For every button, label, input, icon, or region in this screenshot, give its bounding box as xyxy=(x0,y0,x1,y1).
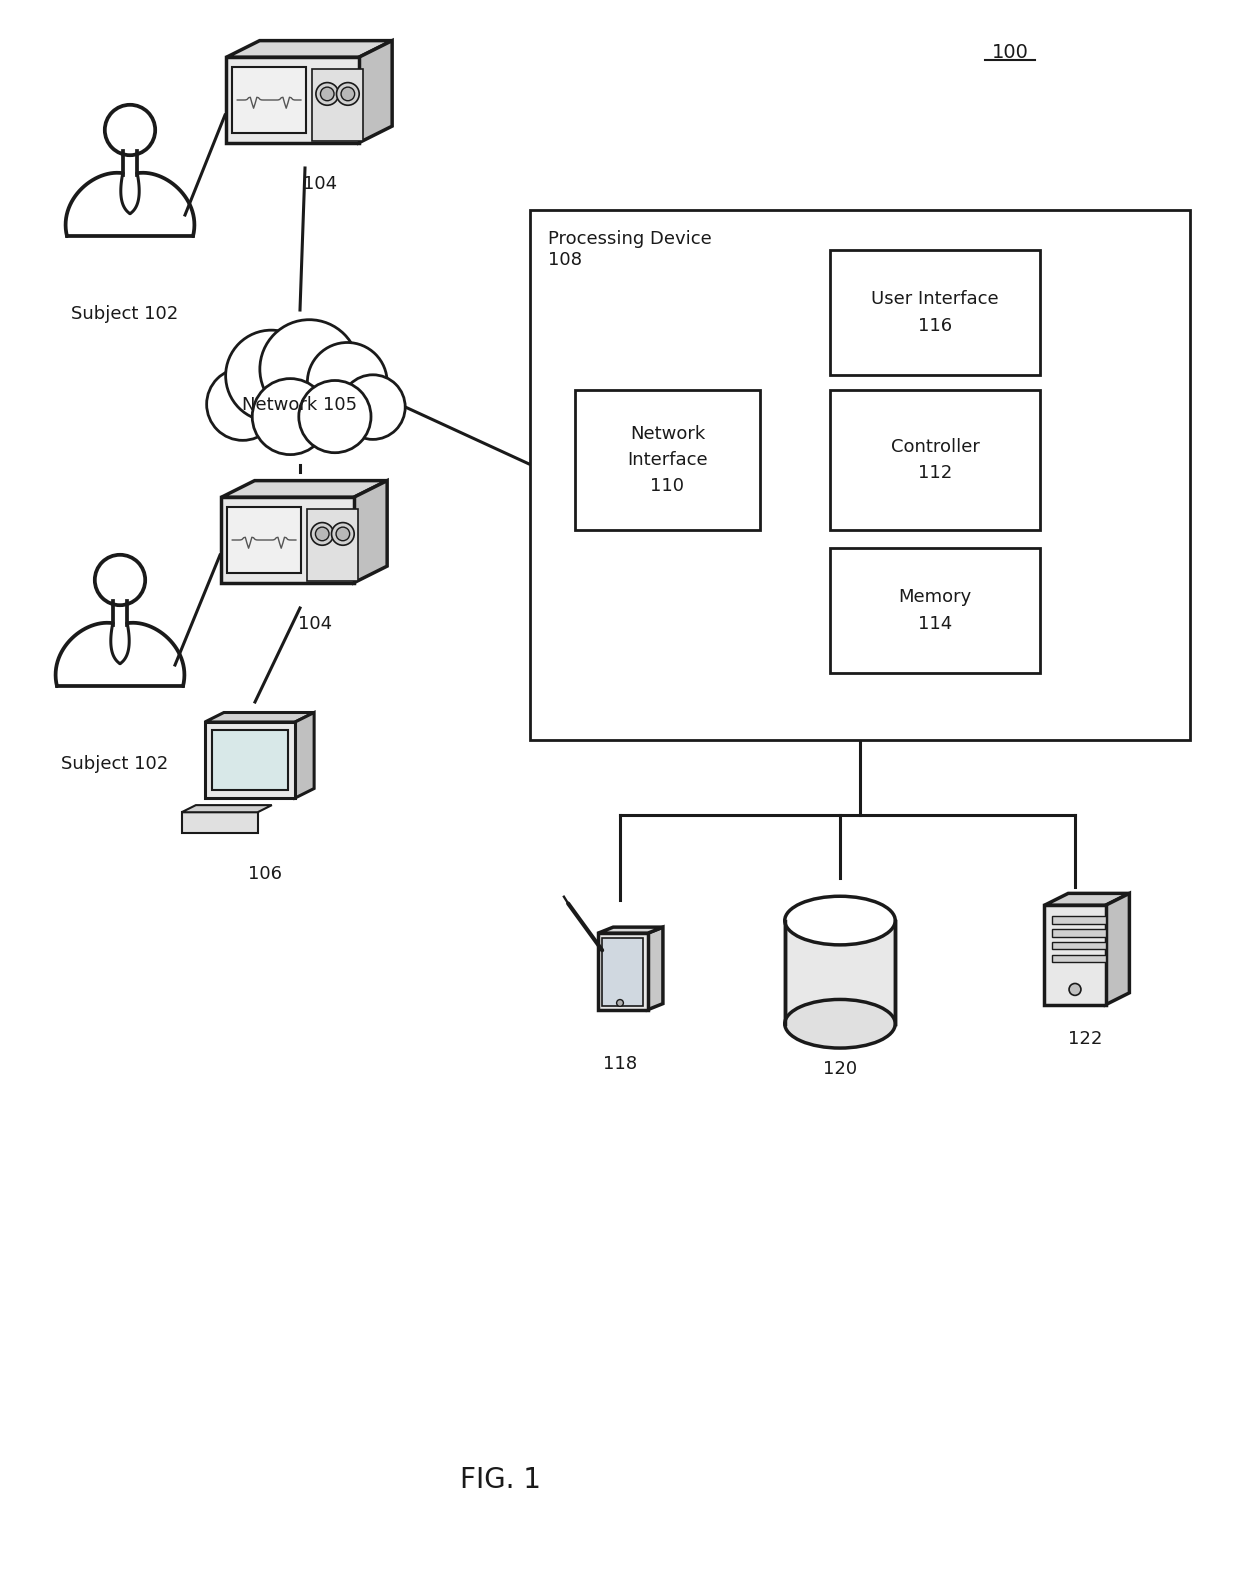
Bar xyxy=(232,66,306,134)
Bar xyxy=(830,549,1040,673)
Circle shape xyxy=(341,374,405,440)
Polygon shape xyxy=(222,481,387,497)
Bar xyxy=(1052,954,1106,962)
Polygon shape xyxy=(295,712,314,799)
Polygon shape xyxy=(1106,893,1130,1005)
Polygon shape xyxy=(1044,893,1130,905)
Polygon shape xyxy=(227,57,358,143)
Bar xyxy=(212,729,288,791)
Bar xyxy=(1052,942,1106,949)
Circle shape xyxy=(331,522,355,545)
Text: Subject 102: Subject 102 xyxy=(72,305,179,322)
Circle shape xyxy=(316,83,339,105)
Circle shape xyxy=(226,330,317,421)
Circle shape xyxy=(260,319,358,418)
Polygon shape xyxy=(598,934,647,1009)
Text: Controller
112: Controller 112 xyxy=(890,437,980,483)
Circle shape xyxy=(320,86,334,101)
Circle shape xyxy=(1069,984,1081,995)
Polygon shape xyxy=(353,481,387,583)
Circle shape xyxy=(341,86,355,101)
Bar xyxy=(529,211,1190,740)
Text: 100: 100 xyxy=(992,42,1028,61)
Polygon shape xyxy=(205,722,295,799)
Circle shape xyxy=(336,527,350,541)
Polygon shape xyxy=(647,927,663,1009)
Polygon shape xyxy=(358,41,392,143)
Polygon shape xyxy=(222,497,353,583)
Text: Subject 102: Subject 102 xyxy=(61,755,169,773)
Text: Memory
114: Memory 114 xyxy=(898,588,972,632)
Text: 118: 118 xyxy=(603,1055,637,1074)
Text: Processing Device
108: Processing Device 108 xyxy=(548,230,712,269)
Bar xyxy=(205,380,386,437)
Polygon shape xyxy=(181,805,272,813)
Bar xyxy=(227,506,301,574)
Polygon shape xyxy=(598,927,663,934)
Text: 122: 122 xyxy=(1068,1030,1102,1049)
Bar xyxy=(785,921,895,1023)
Ellipse shape xyxy=(785,896,895,945)
Circle shape xyxy=(308,343,387,423)
Polygon shape xyxy=(1044,905,1106,1005)
Circle shape xyxy=(299,380,371,453)
Circle shape xyxy=(252,379,329,454)
Polygon shape xyxy=(227,41,392,57)
Bar xyxy=(830,390,1040,530)
Ellipse shape xyxy=(785,1000,895,1049)
Text: Network 105: Network 105 xyxy=(243,396,357,413)
Bar xyxy=(1052,916,1106,924)
Bar xyxy=(306,509,358,580)
Bar xyxy=(830,250,1040,376)
Bar xyxy=(575,390,760,530)
Polygon shape xyxy=(181,813,258,833)
Bar xyxy=(1052,929,1106,937)
Bar xyxy=(603,937,644,1006)
Text: 104: 104 xyxy=(303,174,337,193)
Bar xyxy=(311,69,363,141)
Circle shape xyxy=(311,522,334,545)
Polygon shape xyxy=(205,712,314,722)
Circle shape xyxy=(207,368,279,440)
Text: Network
Interface
110: Network Interface 110 xyxy=(627,424,708,495)
Circle shape xyxy=(336,83,360,105)
Circle shape xyxy=(315,527,329,541)
Circle shape xyxy=(616,1000,624,1006)
Text: 104: 104 xyxy=(298,615,332,634)
Text: User Interface
116: User Interface 116 xyxy=(872,291,998,335)
Text: 106: 106 xyxy=(248,865,281,883)
Text: 120: 120 xyxy=(823,1060,857,1078)
Text: FIG. 1: FIG. 1 xyxy=(460,1467,541,1493)
